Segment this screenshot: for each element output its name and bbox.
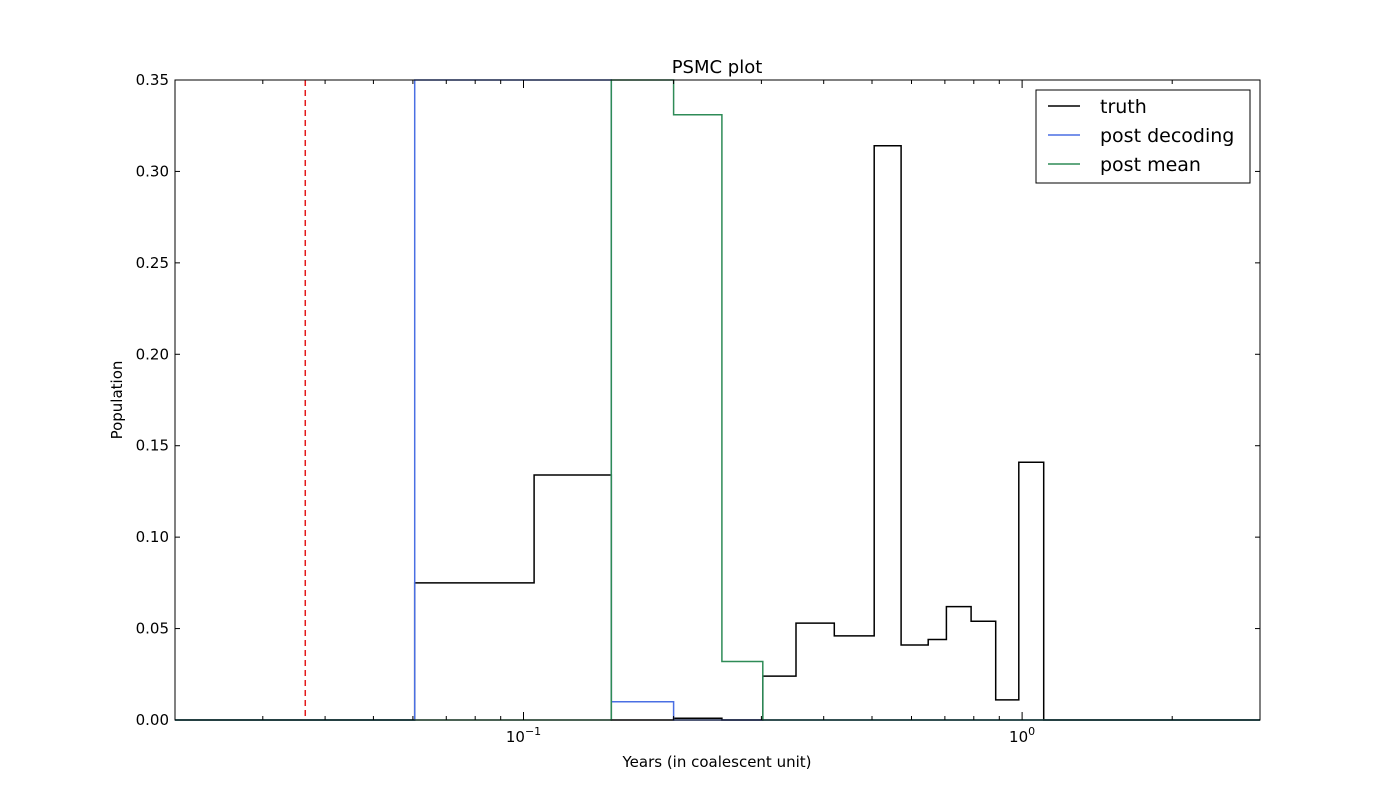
y-tick-label: 0.15 xyxy=(136,437,169,455)
series-line-truth xyxy=(175,145,1260,721)
x-tick-label: 10−1 xyxy=(506,725,541,746)
y-tick-label: 0.05 xyxy=(136,620,169,638)
axis-ticks: 0.00 0.05 0.10 0.15 0.20 0.25 0.30 0.35 10−1 100 xyxy=(136,71,1260,746)
y-tick-label: 0.20 xyxy=(136,345,169,363)
legend-label: truth xyxy=(1100,96,1147,118)
y-tick-label: 0.30 xyxy=(136,162,169,180)
x-axis-label: Years (in coalescent unit) xyxy=(621,753,811,771)
legend: truth post decoding post mean xyxy=(1035,89,1251,184)
series-line-post-mean xyxy=(175,79,1260,721)
chart-title: PSMC plot xyxy=(672,57,763,78)
x-tick-label: 100 xyxy=(1009,725,1035,746)
plot-frame xyxy=(174,79,1261,721)
y-tick-label: 0.25 xyxy=(136,254,169,272)
y-tick-label: 0.00 xyxy=(136,711,169,729)
legend-label: post mean xyxy=(1100,154,1201,176)
legend-label: post decoding xyxy=(1100,125,1234,147)
y-axis-label: Population xyxy=(108,361,126,440)
y-tick-label: 0.10 xyxy=(136,528,169,546)
y-tick-label: 0.35 xyxy=(136,71,169,89)
